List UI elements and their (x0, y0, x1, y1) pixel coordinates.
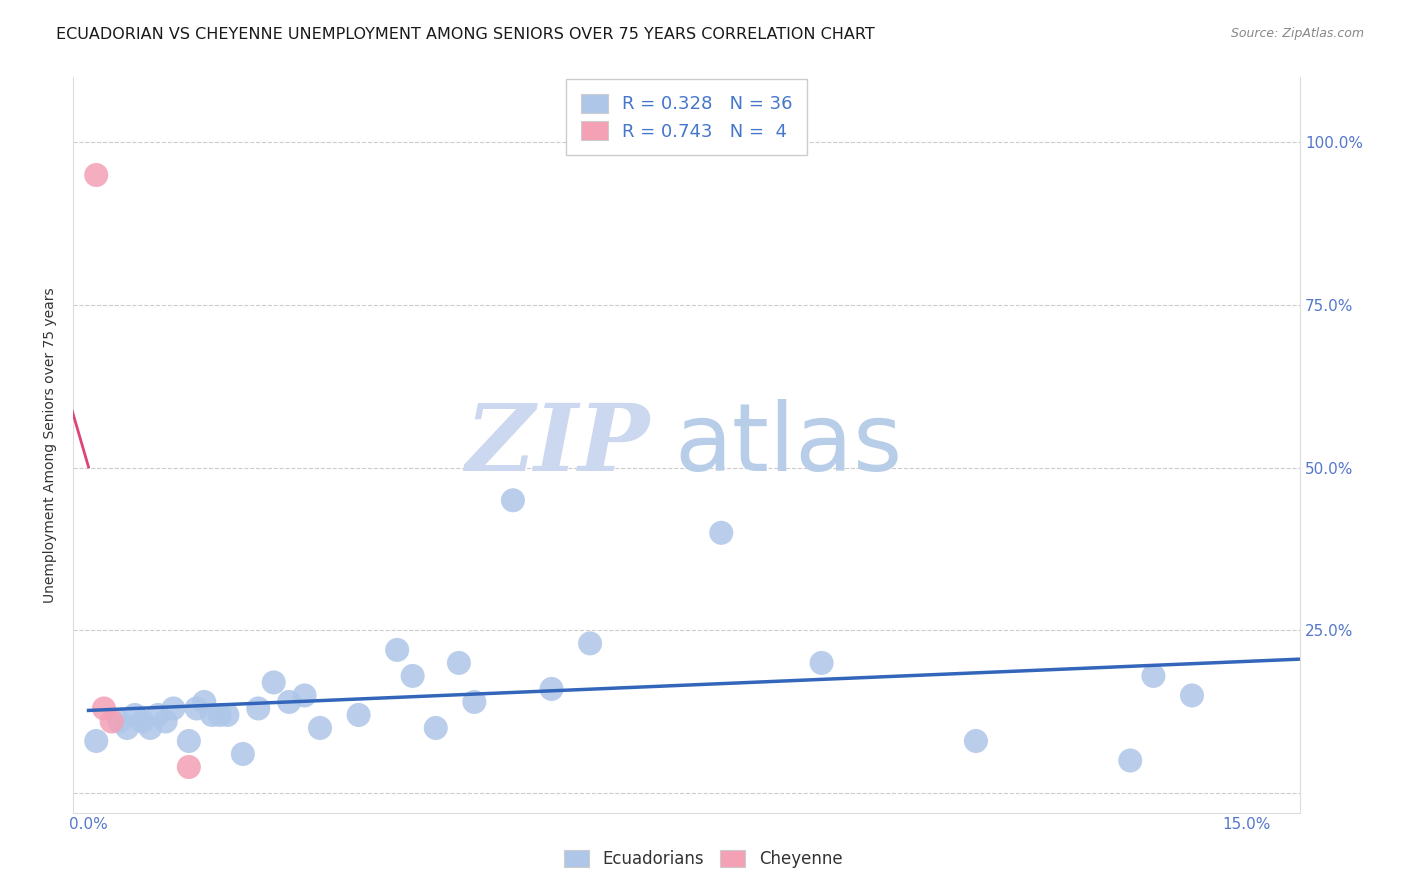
Point (425, 721, 447, 735)
Point (540, 681, 562, 696)
Point (309, 721, 332, 735)
Point (579, 636, 602, 650)
Point (247, 701, 270, 715)
Point (502, 493, 524, 508)
Point (162, 701, 184, 715)
Legend: Ecuadorians, Cheyenne: Ecuadorians, Cheyenne (557, 843, 849, 875)
Point (401, 669, 423, 683)
Point (710, 525, 733, 540)
Point (84, 168, 107, 182)
Point (965, 734, 987, 748)
Point (115, 721, 138, 735)
Legend: R = 0.328   N = 36, R = 0.743   N =  4: R = 0.328 N = 36, R = 0.743 N = 4 (567, 79, 807, 155)
Point (463, 695, 485, 709)
Text: atlas: atlas (675, 399, 903, 491)
Point (108, 714, 131, 729)
Point (139, 721, 162, 735)
Point (177, 734, 200, 748)
Point (124, 708, 146, 723)
Point (84, 734, 107, 748)
Point (294, 689, 316, 703)
Point (447, 656, 470, 670)
Point (347, 708, 370, 723)
Point (131, 714, 153, 729)
Point (146, 708, 169, 723)
Point (177, 760, 200, 774)
Point (810, 656, 832, 670)
Text: ECUADORIAN VS CHEYENNE UNEMPLOYMENT AMONG SENIORS OVER 75 YEARS CORRELATION CHAR: ECUADORIAN VS CHEYENNE UNEMPLOYMENT AMON… (56, 27, 875, 42)
Point (93, 701, 115, 715)
Text: Source: ZipAtlas.com: Source: ZipAtlas.com (1230, 27, 1364, 40)
Y-axis label: Unemployment Among Seniors over 75 years: Unemployment Among Seniors over 75 years (44, 287, 58, 603)
Point (1119, 754, 1142, 768)
Point (193, 695, 215, 709)
Point (155, 714, 177, 729)
Point (278, 695, 301, 709)
Point (208, 708, 231, 723)
Point (201, 708, 224, 723)
Point (385, 643, 408, 657)
Point (232, 747, 254, 761)
Point (1181, 689, 1204, 703)
Point (186, 701, 208, 715)
Text: ZIP: ZIP (465, 400, 650, 490)
Point (263, 675, 285, 690)
Point (100, 714, 122, 729)
Point (1142, 669, 1164, 683)
Point (217, 708, 239, 723)
